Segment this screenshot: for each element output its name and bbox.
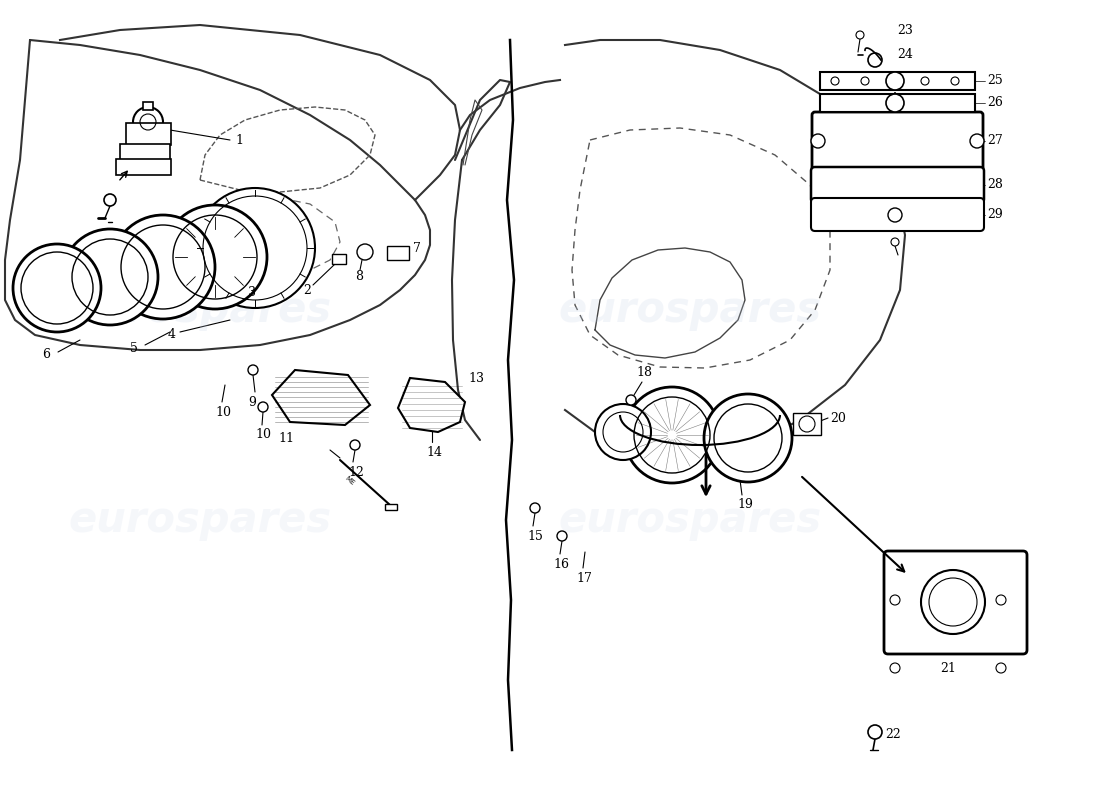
Text: eurospares: eurospares: [68, 289, 331, 331]
Text: ME: ME: [344, 474, 356, 486]
Text: 16: 16: [553, 558, 569, 571]
Circle shape: [921, 77, 929, 85]
Circle shape: [595, 404, 651, 460]
Bar: [387, 246, 409, 260]
Polygon shape: [272, 370, 370, 425]
Bar: [120, 144, 170, 160]
Circle shape: [530, 503, 540, 513]
Text: 10: 10: [255, 427, 271, 441]
Circle shape: [886, 72, 904, 90]
Text: 5: 5: [130, 342, 138, 354]
FancyBboxPatch shape: [884, 551, 1027, 654]
Circle shape: [358, 244, 373, 260]
Text: 14: 14: [426, 446, 442, 458]
Text: 22: 22: [886, 729, 901, 742]
Text: eurospares: eurospares: [559, 499, 822, 541]
Polygon shape: [398, 378, 465, 432]
Circle shape: [62, 229, 158, 325]
Circle shape: [856, 31, 864, 39]
Text: 2: 2: [302, 283, 311, 297]
Circle shape: [258, 402, 268, 412]
Circle shape: [891, 238, 899, 246]
Circle shape: [811, 134, 825, 148]
Circle shape: [163, 205, 267, 309]
Text: 9: 9: [248, 395, 256, 409]
Text: 19: 19: [737, 498, 752, 511]
Circle shape: [952, 77, 959, 85]
Circle shape: [624, 387, 720, 483]
FancyBboxPatch shape: [811, 198, 984, 231]
Text: 20: 20: [830, 411, 846, 425]
Bar: [793, 413, 821, 435]
Text: 27: 27: [987, 134, 1003, 147]
Circle shape: [111, 215, 214, 319]
Circle shape: [195, 188, 315, 308]
Circle shape: [13, 244, 101, 332]
Text: 11: 11: [278, 431, 294, 445]
Bar: [116, 159, 170, 175]
Text: 21: 21: [940, 662, 956, 674]
Text: 13: 13: [468, 371, 484, 385]
Text: 6: 6: [42, 349, 50, 362]
Circle shape: [830, 77, 839, 85]
Circle shape: [888, 208, 902, 222]
Circle shape: [891, 77, 899, 85]
Text: 10: 10: [214, 406, 231, 418]
Text: eurospares: eurospares: [559, 289, 822, 331]
Circle shape: [970, 134, 985, 148]
Text: 4: 4: [168, 327, 176, 341]
Bar: [820, 72, 975, 90]
Text: 8: 8: [355, 270, 363, 283]
Text: 1: 1: [235, 134, 243, 146]
Text: 15: 15: [527, 530, 543, 542]
Bar: [143, 102, 153, 110]
Circle shape: [350, 440, 360, 450]
Text: 18: 18: [636, 366, 652, 378]
Text: 7: 7: [412, 242, 421, 255]
Text: eurospares: eurospares: [68, 499, 331, 541]
Text: 3: 3: [248, 286, 256, 298]
Circle shape: [133, 107, 163, 137]
Bar: [385, 504, 397, 510]
Text: 17: 17: [576, 571, 592, 585]
Bar: [820, 94, 975, 112]
Text: 24: 24: [896, 49, 913, 62]
Text: 29: 29: [987, 209, 1003, 222]
Circle shape: [626, 395, 636, 405]
Text: 26: 26: [987, 97, 1003, 110]
Bar: [126, 123, 170, 145]
Bar: [332, 254, 346, 264]
FancyBboxPatch shape: [811, 167, 984, 203]
Circle shape: [557, 531, 566, 541]
Circle shape: [868, 53, 882, 67]
Text: 28: 28: [987, 178, 1003, 191]
Circle shape: [104, 194, 116, 206]
FancyBboxPatch shape: [812, 112, 983, 170]
Circle shape: [886, 94, 904, 112]
Text: 25: 25: [987, 74, 1003, 87]
Circle shape: [868, 725, 882, 739]
Text: 12: 12: [348, 466, 364, 478]
Circle shape: [861, 77, 869, 85]
Circle shape: [704, 394, 792, 482]
Text: 23: 23: [896, 23, 913, 37]
Circle shape: [248, 365, 258, 375]
